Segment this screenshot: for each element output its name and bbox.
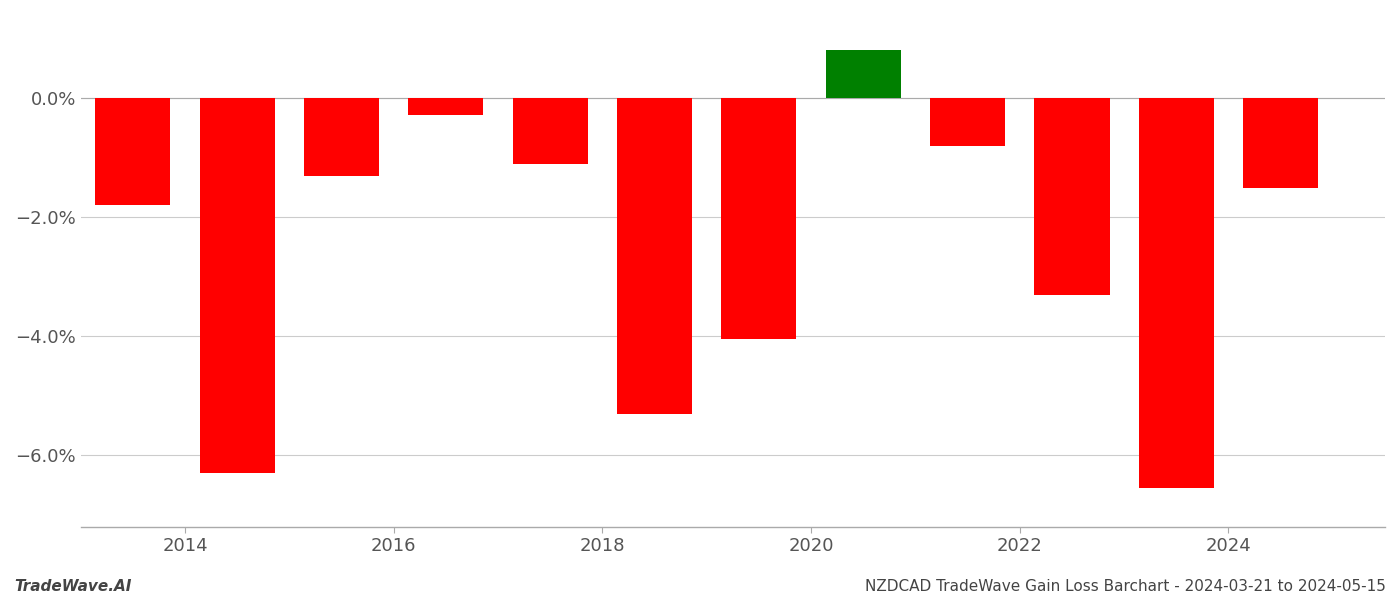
Bar: [409, 98, 483, 115]
Bar: [304, 98, 379, 176]
Bar: [200, 98, 274, 473]
Bar: [721, 98, 797, 339]
Bar: [95, 98, 171, 205]
Bar: [1243, 98, 1319, 188]
Text: NZDCAD TradeWave Gain Loss Barchart - 2024-03-21 to 2024-05-15: NZDCAD TradeWave Gain Loss Barchart - 20…: [865, 579, 1386, 594]
Bar: [617, 98, 692, 413]
Bar: [512, 98, 588, 164]
Bar: [826, 50, 900, 98]
Bar: [1138, 98, 1214, 488]
Text: TradeWave.AI: TradeWave.AI: [14, 579, 132, 594]
Bar: [930, 98, 1005, 146]
Bar: [1035, 98, 1110, 295]
